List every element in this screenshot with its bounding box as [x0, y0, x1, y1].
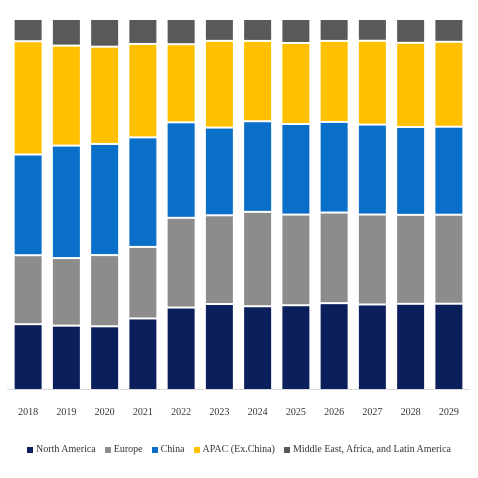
bar-segment-2026-0 [320, 304, 348, 389]
bar-segment-2028-1 [397, 215, 425, 303]
bar-segment-2020-1 [91, 256, 119, 326]
bar-segment-2024-3 [244, 41, 272, 121]
x-tick-label: 2027 [362, 407, 382, 418]
bar-segment-2018-0 [14, 325, 42, 389]
bars-group [14, 20, 463, 389]
x-tick-label: 2029 [439, 407, 459, 418]
x-tick-label: 2018 [18, 407, 38, 418]
bar-segment-2029-2 [435, 127, 463, 214]
bar-segment-2019-4 [52, 20, 80, 45]
legend-item: Middle East, Africa, and Latin America [283, 444, 451, 455]
bar-segment-2027-0 [358, 305, 386, 389]
bar-segment-2024-4 [244, 20, 272, 40]
bar-segment-2019-3 [52, 46, 80, 145]
x-tick-label: 2028 [401, 407, 421, 418]
bar-segment-2020-0 [91, 327, 119, 389]
bar-segment-2029-0 [435, 304, 463, 389]
bar-segment-2022-4 [167, 20, 195, 44]
legend-item: North America [27, 444, 96, 455]
bar-segment-2022-0 [167, 308, 195, 389]
legend-label: APAC (Ex.China) [202, 444, 275, 455]
bar-segment-2018-1 [14, 256, 42, 324]
bar-segment-2025-1 [282, 215, 310, 305]
x-tick-label: 2021 [133, 407, 153, 418]
legend-item: Europe [104, 444, 143, 455]
x-tick-label: 2026 [324, 407, 344, 418]
bar-segment-2029-4 [435, 20, 463, 41]
x-tick-label: 2025 [286, 407, 306, 418]
bar-segment-2029-3 [435, 42, 463, 126]
legend-label: Europe [113, 444, 143, 455]
legend-label: Middle East, Africa, and Latin America [292, 444, 451, 455]
bar-segment-2021-1 [129, 247, 157, 318]
x-tick-labels: 2018 2019 2020 2021 2022 2023 2024 2025 2026 2027… [18, 407, 459, 418]
legend-swatch [27, 446, 34, 453]
bar-segment-2018-4 [14, 20, 42, 41]
bar-segment-2022-3 [167, 45, 195, 122]
bar-segment-2028-4 [397, 20, 425, 42]
legend-label: North America [36, 444, 96, 455]
bar-segment-2025-2 [282, 124, 310, 214]
bar-segment-2022-1 [167, 218, 195, 307]
bar-segment-2028-2 [397, 127, 425, 214]
bar-segment-2021-3 [129, 44, 157, 137]
bar-segment-2026-3 [320, 41, 348, 121]
bar-segment-2026-4 [320, 20, 348, 40]
legend-swatch [283, 446, 290, 453]
bar-segment-2023-2 [205, 128, 233, 215]
bar-segment-2020-4 [91, 20, 119, 46]
bar-segment-2025-0 [282, 306, 310, 389]
bar-segment-2019-0 [52, 326, 80, 389]
legend-swatch [193, 446, 200, 453]
x-tick-label: 2020 [95, 407, 115, 418]
bar-segment-2018-2 [14, 155, 42, 255]
legend-label: China [160, 444, 185, 455]
bar-segment-2026-1 [320, 213, 348, 303]
bar-segment-2024-1 [244, 212, 272, 306]
bar-segment-2020-3 [91, 47, 119, 143]
bar-segment-2023-4 [205, 20, 233, 40]
bar-segment-2027-2 [358, 125, 386, 214]
bar-segment-2018-3 [14, 42, 42, 154]
bar-segment-2028-3 [397, 43, 425, 126]
bar-segment-2019-2 [52, 146, 80, 258]
bar-segment-2025-4 [282, 20, 310, 42]
bar-segment-2027-1 [358, 215, 386, 304]
bar-segment-2027-4 [358, 20, 386, 40]
bar-segment-2026-2 [320, 122, 348, 212]
bar-segment-2021-4 [129, 20, 157, 43]
bar-segment-2019-1 [52, 259, 80, 325]
legend: North America Europe China APAC (Ex.China) M… [0, 444, 478, 455]
legend-swatch [104, 446, 111, 453]
bar-segment-2027-3 [358, 41, 386, 124]
legend-item: APAC (Ex.China) [193, 444, 275, 455]
bar-segment-2029-1 [435, 215, 463, 303]
bar-segment-2022-2 [167, 123, 195, 217]
bar-segment-2024-2 [244, 122, 272, 211]
bar-segment-2020-2 [91, 144, 119, 255]
bar-segment-2023-1 [205, 216, 233, 304]
x-tick-label: 2023 [209, 407, 229, 418]
bar-segment-2021-2 [129, 138, 157, 246]
bar-segment-2023-0 [205, 305, 233, 389]
x-tick-label: 2024 [248, 407, 268, 418]
legend-swatch [151, 446, 158, 453]
x-tick-label: 2019 [56, 407, 76, 418]
x-tick-label: 2022 [171, 407, 191, 418]
bar-segment-2025-3 [282, 43, 310, 123]
bar-segment-2024-0 [244, 307, 272, 389]
legend-item: China [151, 444, 185, 455]
bar-segment-2028-0 [397, 304, 425, 389]
bar-segment-2023-3 [205, 41, 233, 127]
bar-segment-2021-0 [129, 319, 157, 389]
